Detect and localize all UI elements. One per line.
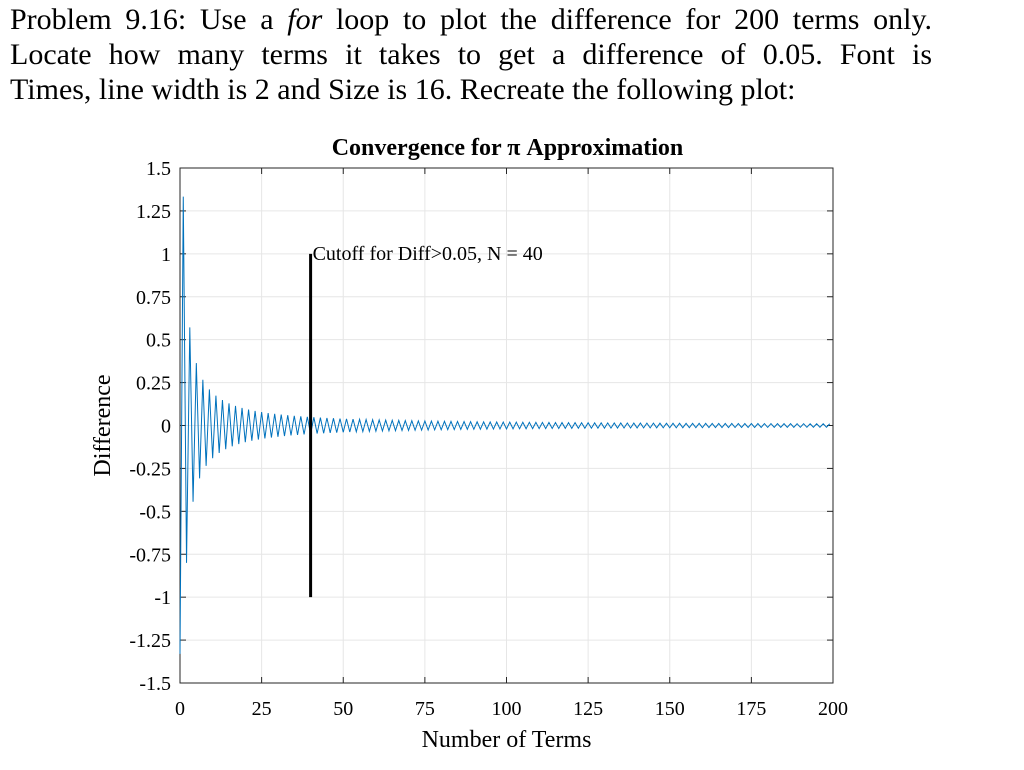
y-tick-label: 1 [161,244,171,266]
x-tick-label: 125 [573,698,603,720]
y-tick-label: 0 [161,416,171,438]
problem-line-1: Problem 9.16: Use a for loop to plot the… [10,3,932,36]
x-tick-label: 150 [655,698,685,720]
y-tick-labels: 1.5 1.25 1 0.75 0.5 0.25 0 -0.25 -0.5 -0.75 -1 -1.2… [129,158,171,695]
x-tick-label: 50 [333,698,353,720]
y-tick-label: -1 [154,587,171,609]
x-tick-label: 175 [736,698,766,720]
problem-for-keyword: for [287,3,323,36]
x-tick-label: 25 [252,698,272,720]
x-tick-label: 75 [415,698,435,720]
y-tick-label: -0.75 [129,544,171,566]
x-tick-labels: 0 25 50 75 100 125 150 175 200 [175,698,848,720]
y-tick-label: -0.25 [129,458,171,480]
cutoff-annotation: Cutoff for Diff>0.05, N = 40 [313,243,543,265]
x-tick-label: 100 [492,698,522,720]
y-tick-label: 0.25 [136,373,171,395]
y-tick-label: 0.75 [136,287,171,309]
problem-statement: Problem 9.16: Use a for loop to plot the… [10,2,932,107]
y-axis-label: Difference [90,374,116,476]
y-tick-label: -1.5 [139,673,171,695]
difference-series-line [179,196,831,654]
x-axis-label: Number of Terms [422,727,592,753]
problem-line-3: Times, line width is 2 and Size is 16. R… [10,73,796,106]
y-tick-label: 1.25 [136,201,171,223]
x-tick-label: 200 [818,698,848,720]
y-tick-label: 0.5 [146,330,171,352]
y-tick-label: 1.5 [146,158,171,180]
x-tick-label: 0 [175,698,185,720]
y-tick-label: -0.5 [139,501,171,523]
y-tick-label: -1.25 [129,630,171,652]
chart-title: Convergence for π Approximation [332,135,684,161]
problem-line-2: Locate how many terms it takes to get a … [10,38,932,71]
